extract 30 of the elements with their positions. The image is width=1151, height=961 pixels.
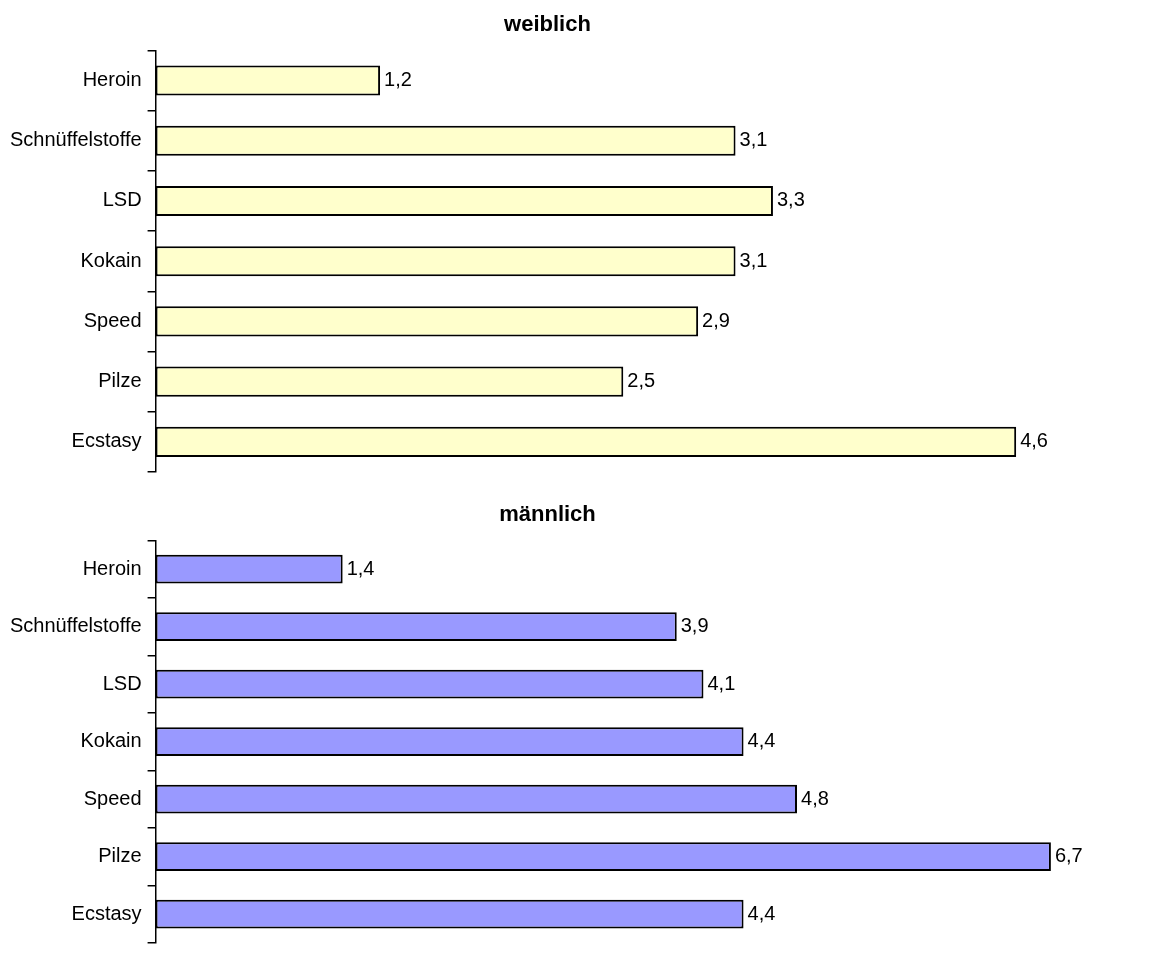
- y-tick-label: Speed: [83, 308, 142, 331]
- y-tick-label: Kokain: [80, 248, 142, 271]
- data-label: 3,1: [739, 248, 768, 271]
- y-tick-label: Pilze: [98, 844, 142, 867]
- chart-title: weiblich: [503, 11, 591, 37]
- data-label: 3,3: [776, 188, 805, 211]
- y-tick-label: Schnüffelstoffe: [9, 614, 142, 637]
- y-tick-label: Kokain: [80, 729, 142, 752]
- y-tick-label: Speed: [83, 786, 142, 809]
- data-label: 1,2: [384, 68, 412, 91]
- data-label: 4,1: [707, 671, 736, 694]
- data-label: 4,4: [747, 729, 776, 752]
- data-label: 3,9: [680, 614, 709, 637]
- data-label: 6,7: [1054, 844, 1083, 867]
- y-tick-label: LSD: [102, 671, 142, 694]
- y-tick-label: Pilze: [98, 369, 142, 392]
- data-label: 1,4: [346, 556, 375, 579]
- data-label: 4,4: [747, 901, 776, 924]
- chart-title: männlich: [499, 501, 596, 527]
- y-tick-label: Ecstasy: [71, 429, 142, 452]
- y-tick-label: Heroin: [82, 556, 142, 579]
- y-tick-label: Ecstasy: [71, 901, 142, 924]
- data-label: 4,8: [801, 786, 829, 809]
- data-label: 2,5: [627, 369, 656, 392]
- data-label: 3,1: [739, 128, 768, 151]
- y-tick-label: Schnüffelstoffe: [9, 128, 142, 151]
- data-label: 2,9: [702, 308, 730, 331]
- y-tick-label: Heroin: [82, 68, 142, 91]
- y-tick-label: LSD: [102, 188, 142, 211]
- data-label: 4,6: [1020, 429, 1048, 452]
